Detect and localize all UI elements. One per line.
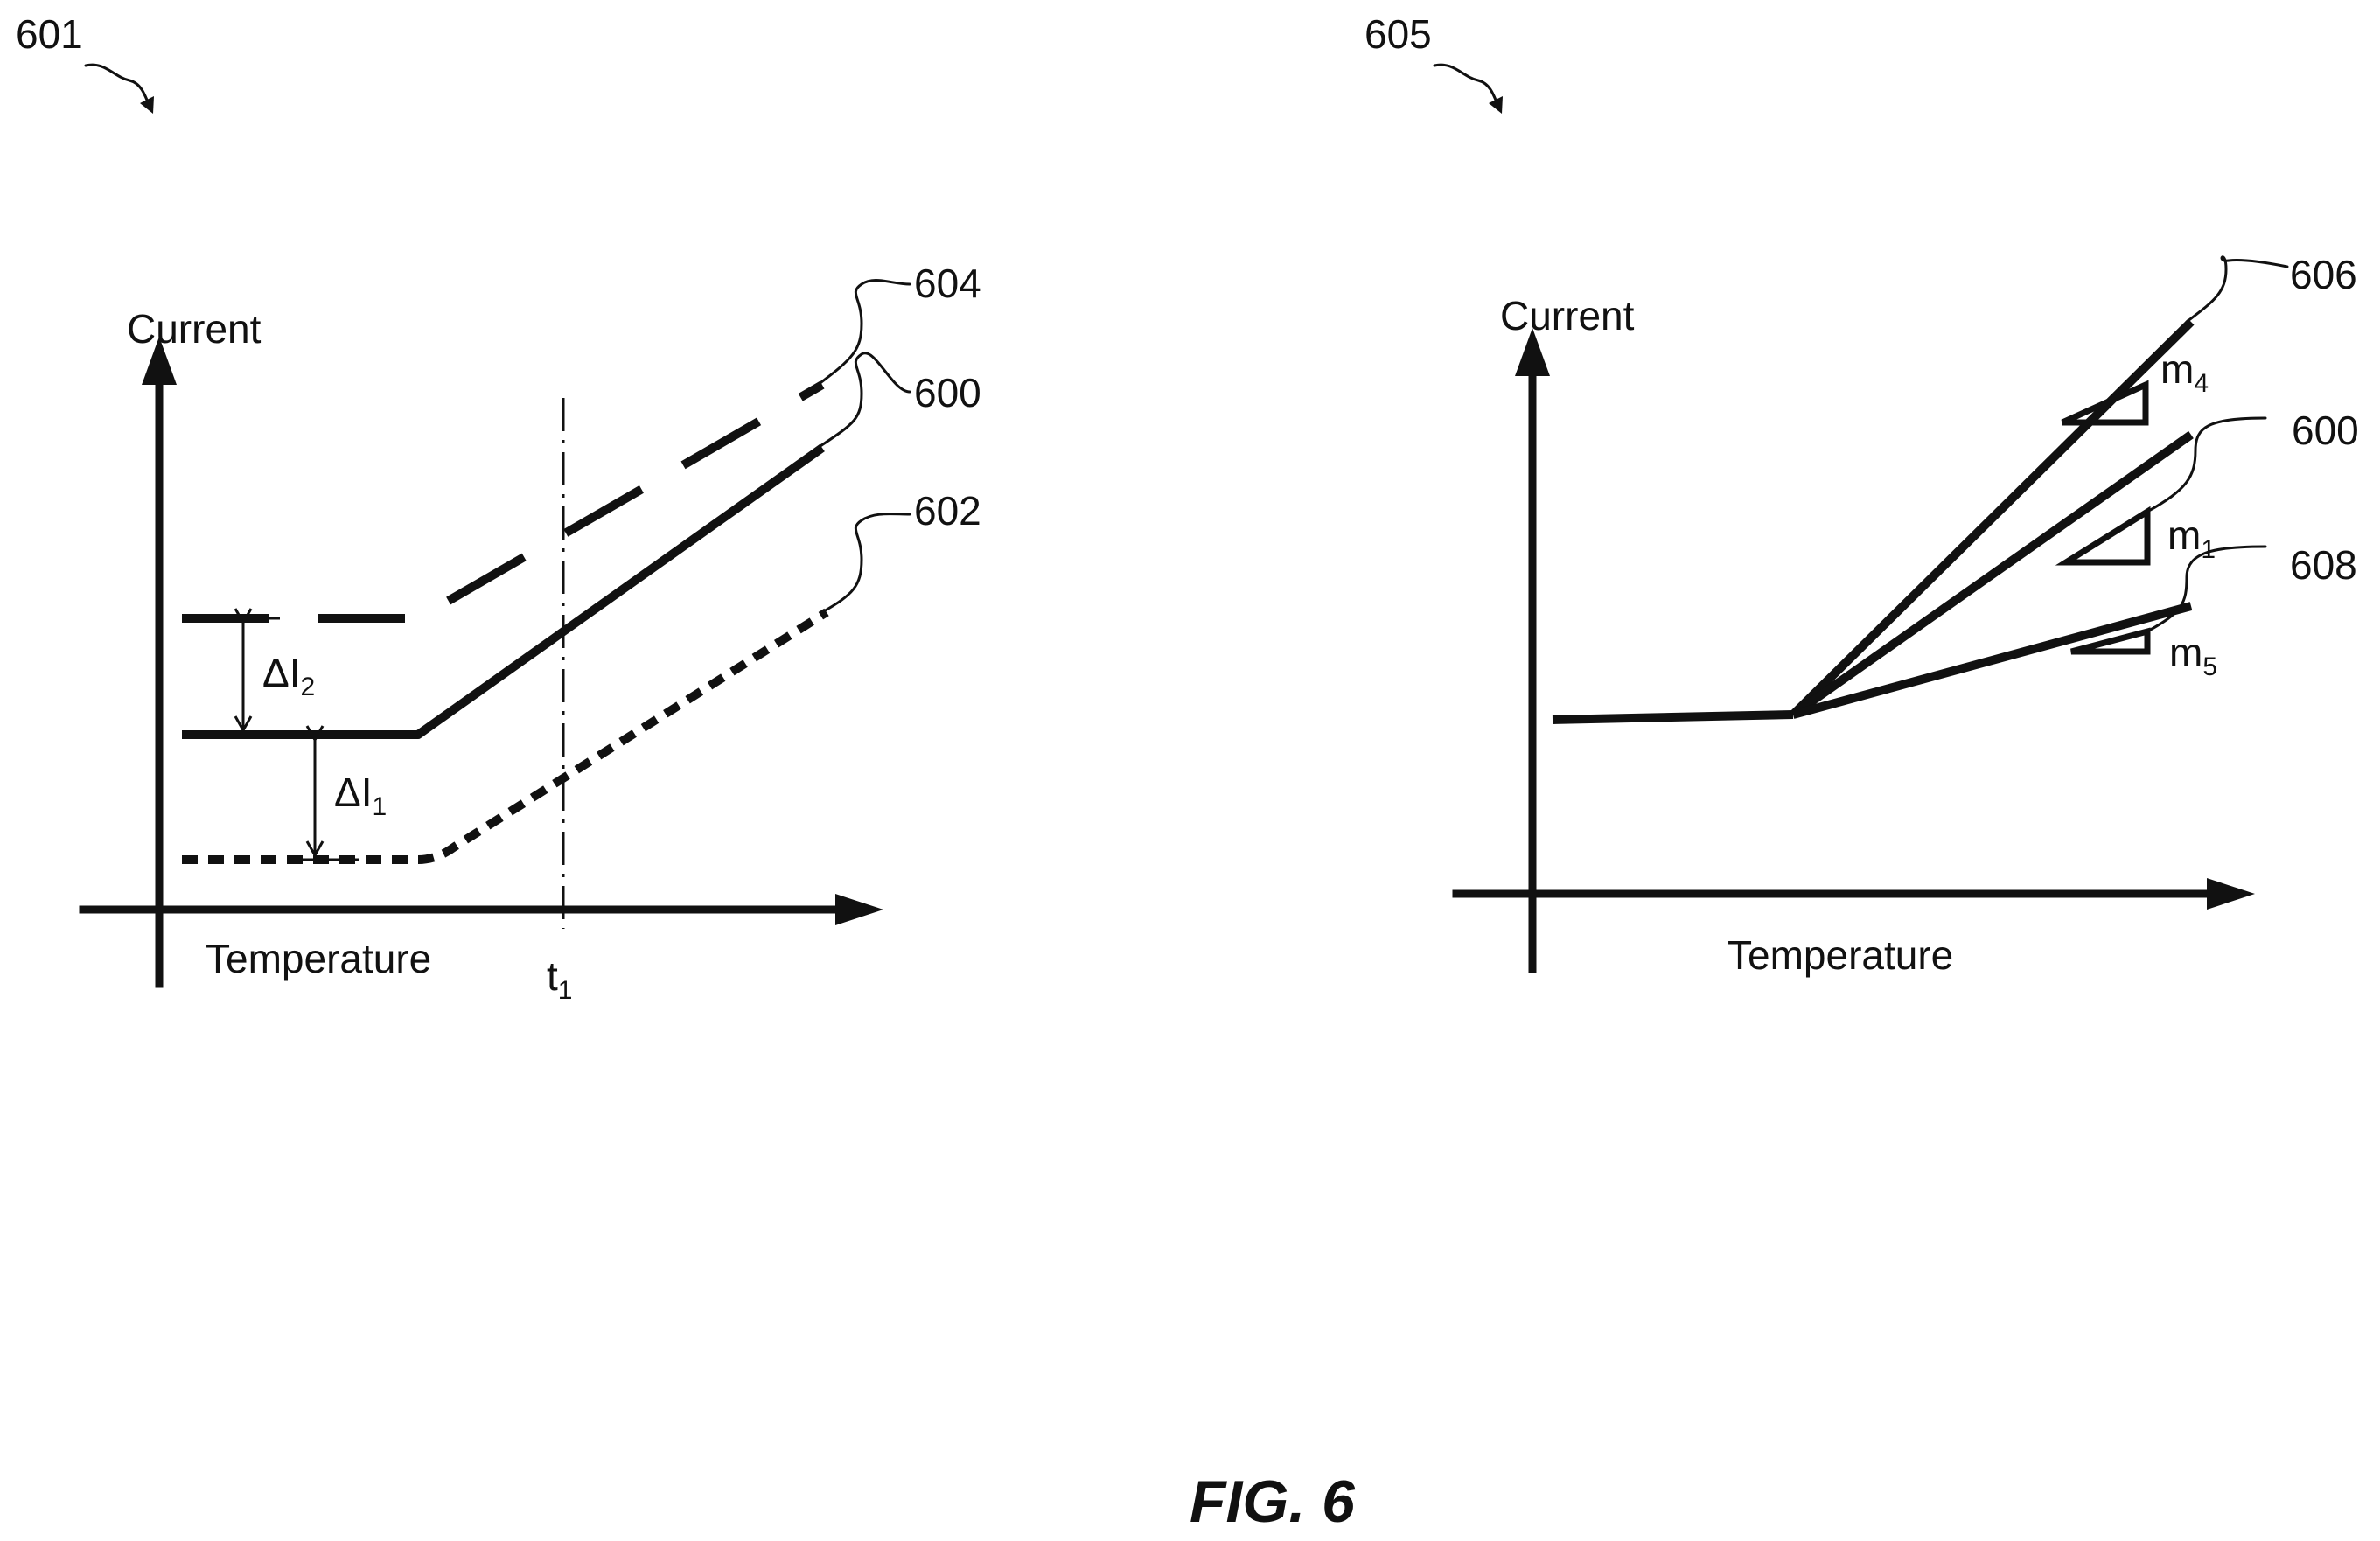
curve-608-leader bbox=[2146, 545, 2267, 633]
left-x-axis-label: Temperature bbox=[206, 936, 431, 981]
curve-602-leader bbox=[820, 513, 911, 614]
figure-caption: FIG. 6 bbox=[1190, 1468, 1356, 1535]
curve-606 bbox=[1790, 318, 2195, 718]
curve-608 bbox=[1791, 602, 2193, 719]
curve-604-ref: 604 bbox=[914, 261, 981, 306]
curve-608-ref: 608 bbox=[2290, 542, 2357, 588]
right-panel-ref-arrowhead bbox=[1489, 96, 1503, 114]
left-panel-ref-arrowhead bbox=[140, 96, 154, 114]
delta-i2-label: ΔI2 bbox=[262, 650, 315, 701]
slope-triangle-m5 bbox=[2070, 627, 2151, 655]
curve-600-right bbox=[1790, 430, 2194, 719]
slope-label-m4: m4 bbox=[2160, 346, 2209, 398]
left-panel-ref-squiggle bbox=[84, 63, 152, 111]
t1-marker-label: t1 bbox=[547, 953, 572, 1005]
left-x-axis-arrowhead bbox=[835, 894, 883, 925]
right-y-axis-label: Current bbox=[1500, 293, 1635, 338]
slope-triangle-m1 bbox=[2055, 506, 2151, 566]
right-y-axis-arrowhead bbox=[1515, 328, 1550, 376]
right-panel: 605 Current Temperature m4 m1 m5 606 bbox=[1364, 11, 2359, 978]
right-panel-ref: 605 bbox=[1364, 11, 1432, 57]
right-panel-ref-squiggle bbox=[1433, 63, 1501, 111]
curve-600-left-leader bbox=[816, 352, 911, 450]
right-baseline bbox=[1552, 710, 1794, 724]
curve-606-ref: 606 bbox=[2290, 252, 2357, 297]
curve-600-right-ref: 600 bbox=[2292, 408, 2359, 453]
curve-606-leader bbox=[2185, 255, 2289, 324]
left-panel: 601 Current Temperature t1 604 600 602 bbox=[16, 11, 981, 1005]
delta-i1-label: ΔI1 bbox=[334, 770, 387, 821]
curve-602-ref: 602 bbox=[914, 488, 981, 533]
curve-600-left-ref: 600 bbox=[914, 370, 981, 415]
right-x-axis-arrowhead bbox=[2207, 878, 2255, 910]
left-y-axis-arrowhead bbox=[142, 337, 177, 385]
slope-triangle-m4 bbox=[2061, 380, 2149, 426]
left-panel-ref: 601 bbox=[16, 11, 83, 57]
curve-604-leader bbox=[816, 279, 911, 387]
curve-604 bbox=[182, 380, 825, 623]
curve-602 bbox=[182, 608, 829, 864]
right-x-axis-label: Temperature bbox=[1727, 932, 1953, 978]
curve-600-right-leader bbox=[2146, 416, 2267, 513]
slope-label-m1: m1 bbox=[2167, 513, 2216, 564]
slope-label-m5: m5 bbox=[2169, 630, 2217, 681]
left-y-axis-label: Current bbox=[127, 306, 262, 352]
